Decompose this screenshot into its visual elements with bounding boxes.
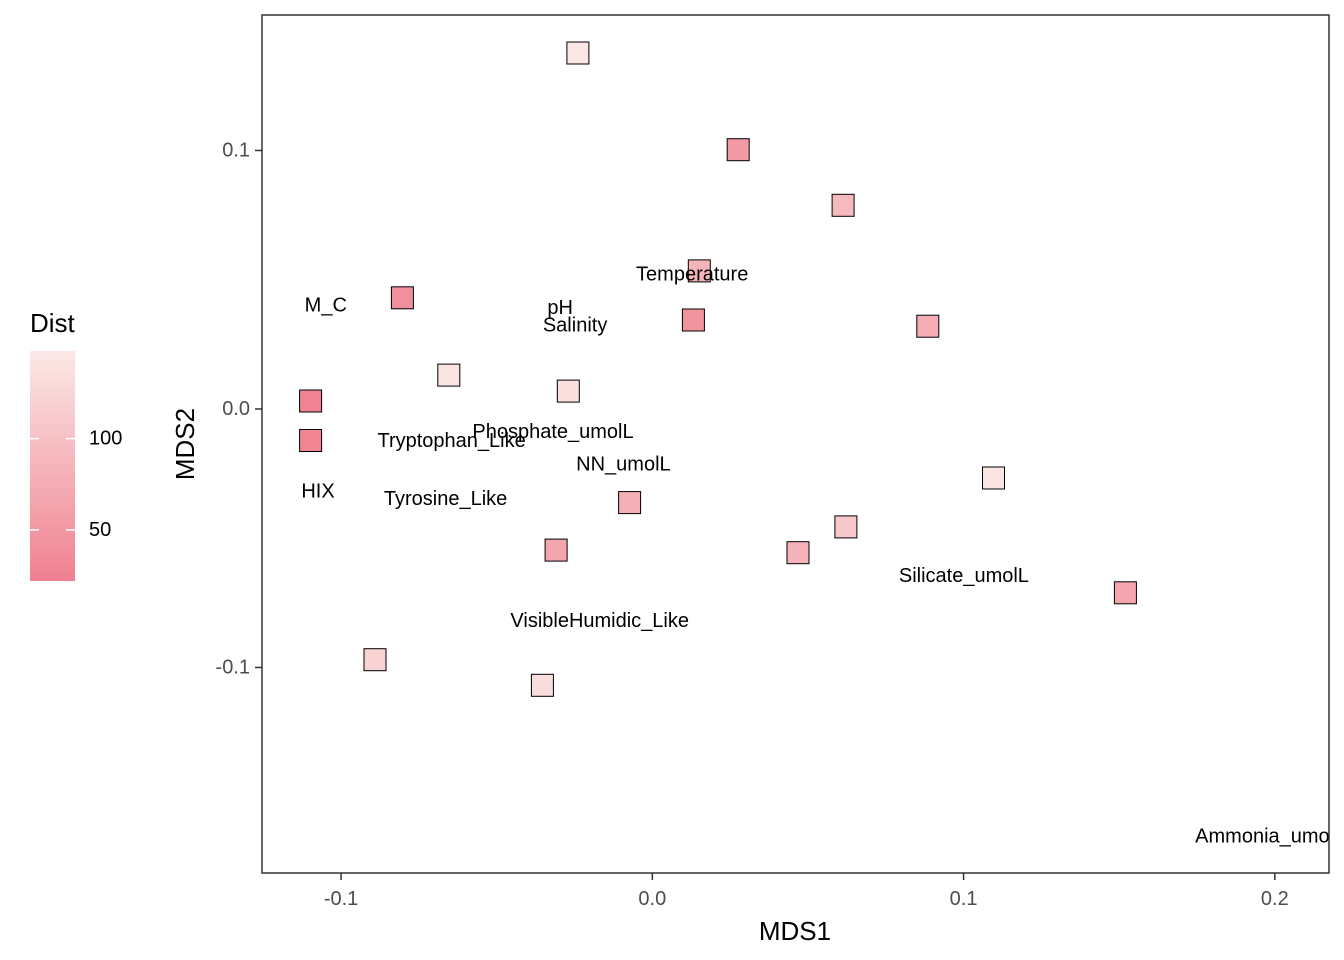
y-axis: 0.1 0.0 -0.1 xyxy=(216,139,262,678)
data-point xyxy=(786,541,810,565)
data-point xyxy=(299,389,323,413)
data-point xyxy=(299,429,323,452)
variable-label: Temperature xyxy=(636,264,748,286)
color-legend: Dist 100 50 xyxy=(30,308,122,581)
y-axis-title: MDS2 xyxy=(170,408,200,480)
data-point xyxy=(834,515,858,539)
data-point xyxy=(687,259,711,283)
variable-label: Phosphate_umolL xyxy=(472,421,633,443)
variable-label: NN_umolL xyxy=(576,453,670,475)
legend-title: Dist xyxy=(30,308,76,338)
y-tick-label: 0.1 xyxy=(222,139,250,161)
x-tick-label: -0.1 xyxy=(324,888,358,910)
variable-label: Silicate_umolL xyxy=(899,565,1029,587)
data-point xyxy=(566,41,590,65)
variable-label: Ammonia_umolL xyxy=(1195,825,1344,847)
data-point xyxy=(982,466,1005,490)
data-point xyxy=(831,193,855,217)
variable-label: Tryptophan_Like xyxy=(377,430,525,452)
legend-colorbar xyxy=(30,351,75,581)
legend-ticks: 100 50 xyxy=(30,428,122,541)
data-point xyxy=(916,314,940,338)
x-axis: -0.1 0.0 0.1 0.2 xyxy=(324,873,1289,910)
data-point xyxy=(681,308,705,332)
variable-label: Salinity xyxy=(543,315,607,337)
legend-tick-label: 50 xyxy=(89,519,111,541)
data-point xyxy=(726,138,750,162)
data-point xyxy=(437,363,461,387)
x-tick-label: 0.2 xyxy=(1261,888,1289,910)
x-axis-title: MDS1 xyxy=(759,916,831,946)
variable-label: Tyrosine_Like xyxy=(384,488,507,510)
legend-tick-label: 100 xyxy=(89,428,122,450)
panel-border xyxy=(261,14,1330,874)
points-layer xyxy=(299,41,1137,697)
variable-label: VisibleHumidic_Like xyxy=(510,610,689,632)
y-tick-label: 0.0 xyxy=(222,398,250,420)
x-tick-label: 0.0 xyxy=(638,888,666,910)
x-tick-label: 0.1 xyxy=(950,888,978,910)
data-point xyxy=(530,673,554,697)
data-point xyxy=(556,379,580,403)
data-point xyxy=(363,648,387,672)
data-point xyxy=(618,491,642,515)
variable-label: HIX xyxy=(301,481,334,503)
data-point xyxy=(390,286,414,310)
y-tick-label: -0.1 xyxy=(216,656,250,678)
data-point xyxy=(1113,581,1137,605)
variable-label: pH xyxy=(547,297,573,319)
data-point xyxy=(544,538,568,562)
variable-label: M_C xyxy=(305,295,347,317)
